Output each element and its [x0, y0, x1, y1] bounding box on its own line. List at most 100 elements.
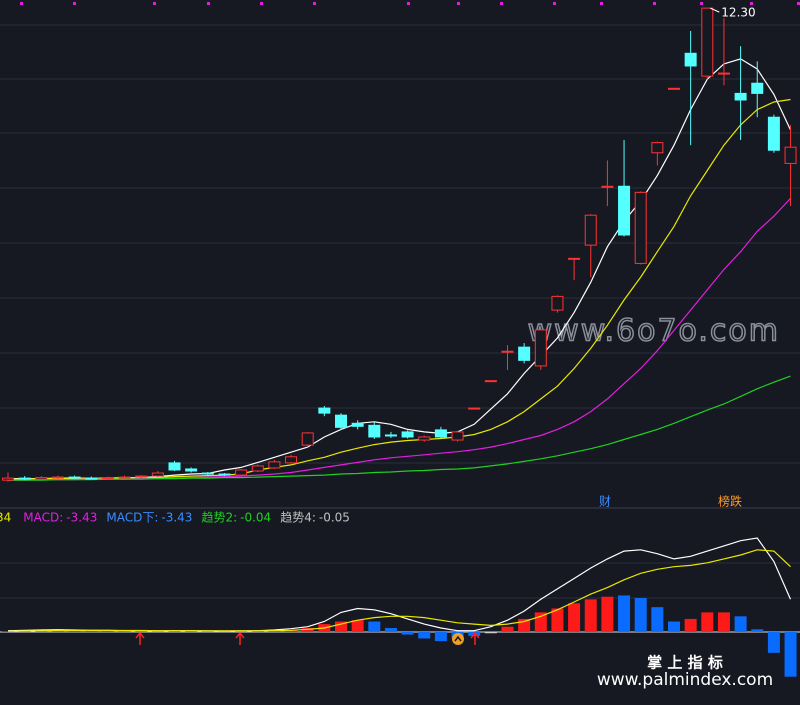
- legend-label: 34: [0, 511, 11, 525]
- candle-body: [418, 436, 431, 441]
- watermark: www.palmindex.com: [597, 670, 773, 690]
- macd-bar: [285, 630, 298, 632]
- macd-bar: [684, 618, 697, 632]
- candle-body: [668, 87, 680, 90]
- legend-value: -3.43: [66, 511, 97, 525]
- macd-bar: [168, 631, 181, 632]
- moving-average: [8, 98, 791, 480]
- macd-line: [7, 549, 791, 632]
- macd-bar: [751, 629, 764, 632]
- watermark: www.6o7o.com: [528, 314, 780, 349]
- candle-body: [68, 476, 81, 479]
- macd-bar: [584, 599, 597, 632]
- candle-body: [35, 477, 48, 480]
- candle-body: [701, 7, 714, 77]
- macd-bar: [418, 631, 431, 639]
- macd-bar: [501, 626, 514, 632]
- macd-bar: [384, 628, 397, 632]
- candle-body: [85, 477, 98, 480]
- candle-body: [301, 432, 314, 446]
- legend-label: MACD:: [23, 511, 63, 525]
- macd-bar: [551, 608, 564, 632]
- candle-body: [717, 72, 730, 75]
- macd-bar: [784, 631, 797, 677]
- legend-value: -0.05: [319, 511, 350, 525]
- candle-body: [518, 346, 531, 361]
- candle-body: [168, 462, 181, 471]
- macd-bar: [335, 621, 347, 632]
- candle-body: [618, 185, 631, 236]
- candle-body: [568, 257, 581, 260]
- candle-body: [784, 146, 797, 164]
- macd-bar: [484, 631, 497, 634]
- grid: [0, 24, 800, 599]
- macd-bar: [618, 595, 631, 632]
- legend-label: 趋势4:: [280, 511, 316, 525]
- candle-body: [51, 476, 64, 479]
- macd-bar: [185, 631, 198, 632]
- candle-body: [368, 424, 381, 438]
- high-label: 12.30: [721, 6, 755, 20]
- macd-bar: [568, 603, 581, 632]
- candle-body: [451, 431, 464, 441]
- macd-bar: [101, 630, 114, 632]
- candle-body: [185, 468, 198, 472]
- marks: 12.3034MACD:-3.43MACD下:-3.43趋势2:-0.04趋势4…: [0, 6, 800, 677]
- macd-bar: [251, 631, 264, 632]
- candle-body: [285, 456, 298, 464]
- candle-body: [118, 476, 131, 479]
- tag: 财: [599, 495, 611, 509]
- legend-label: MACD下:: [106, 511, 158, 525]
- macd-bar: [2, 631, 14, 632]
- candle-body: [151, 472, 164, 477]
- macd-bar: [717, 612, 730, 632]
- candle-body: [101, 477, 114, 480]
- candle-body: [135, 475, 148, 478]
- candle-body: [484, 380, 497, 383]
- candle-body: [351, 422, 364, 427]
- candle-body: [268, 461, 281, 469]
- candle-body: [218, 473, 231, 476]
- signal-arrows: [135, 631, 480, 645]
- candle-body: [251, 465, 264, 472]
- moving-average: [8, 375, 791, 481]
- candle-body: [551, 295, 564, 311]
- macd-bar: [767, 631, 780, 653]
- macd-bar: [85, 630, 98, 632]
- tag: 榜跌: [718, 494, 742, 509]
- candle-body: [684, 52, 697, 67]
- macd-bar: [268, 630, 281, 632]
- candle-body: [734, 92, 747, 101]
- top-dots: [20, 2, 800, 5]
- candle-body: [318, 407, 331, 414]
- candle-body: [235, 469, 248, 476]
- candle-body: [401, 431, 414, 438]
- candle-body: [434, 429, 447, 438]
- high-pointer: [710, 7, 720, 13]
- candle-body: [584, 214, 597, 246]
- macd-bar: [668, 621, 680, 632]
- macd-bar: [401, 631, 414, 635]
- macd-bar: [368, 621, 381, 632]
- macd-bar: [634, 598, 647, 632]
- candle-body: [751, 82, 764, 94]
- macd-bar: [118, 631, 131, 632]
- watermark: 掌 上 指 标: [647, 654, 723, 672]
- macd-bar: [601, 596, 614, 632]
- candle-body: [634, 191, 647, 264]
- candle-body: [2, 477, 14, 481]
- legend-value: -3.43: [161, 511, 192, 525]
- candle-body: [534, 329, 547, 367]
- legend-value: -0.04: [240, 511, 271, 525]
- candle-body: [767, 116, 780, 151]
- macd-bar: [701, 612, 714, 632]
- macd-bar: [135, 631, 148, 632]
- macd-bar: [434, 631, 447, 642]
- candle-body: [651, 142, 664, 154]
- candle-body: [18, 477, 31, 480]
- candle-body: [384, 434, 397, 437]
- macd-bar: [534, 612, 547, 632]
- macd-bar: [351, 620, 364, 632]
